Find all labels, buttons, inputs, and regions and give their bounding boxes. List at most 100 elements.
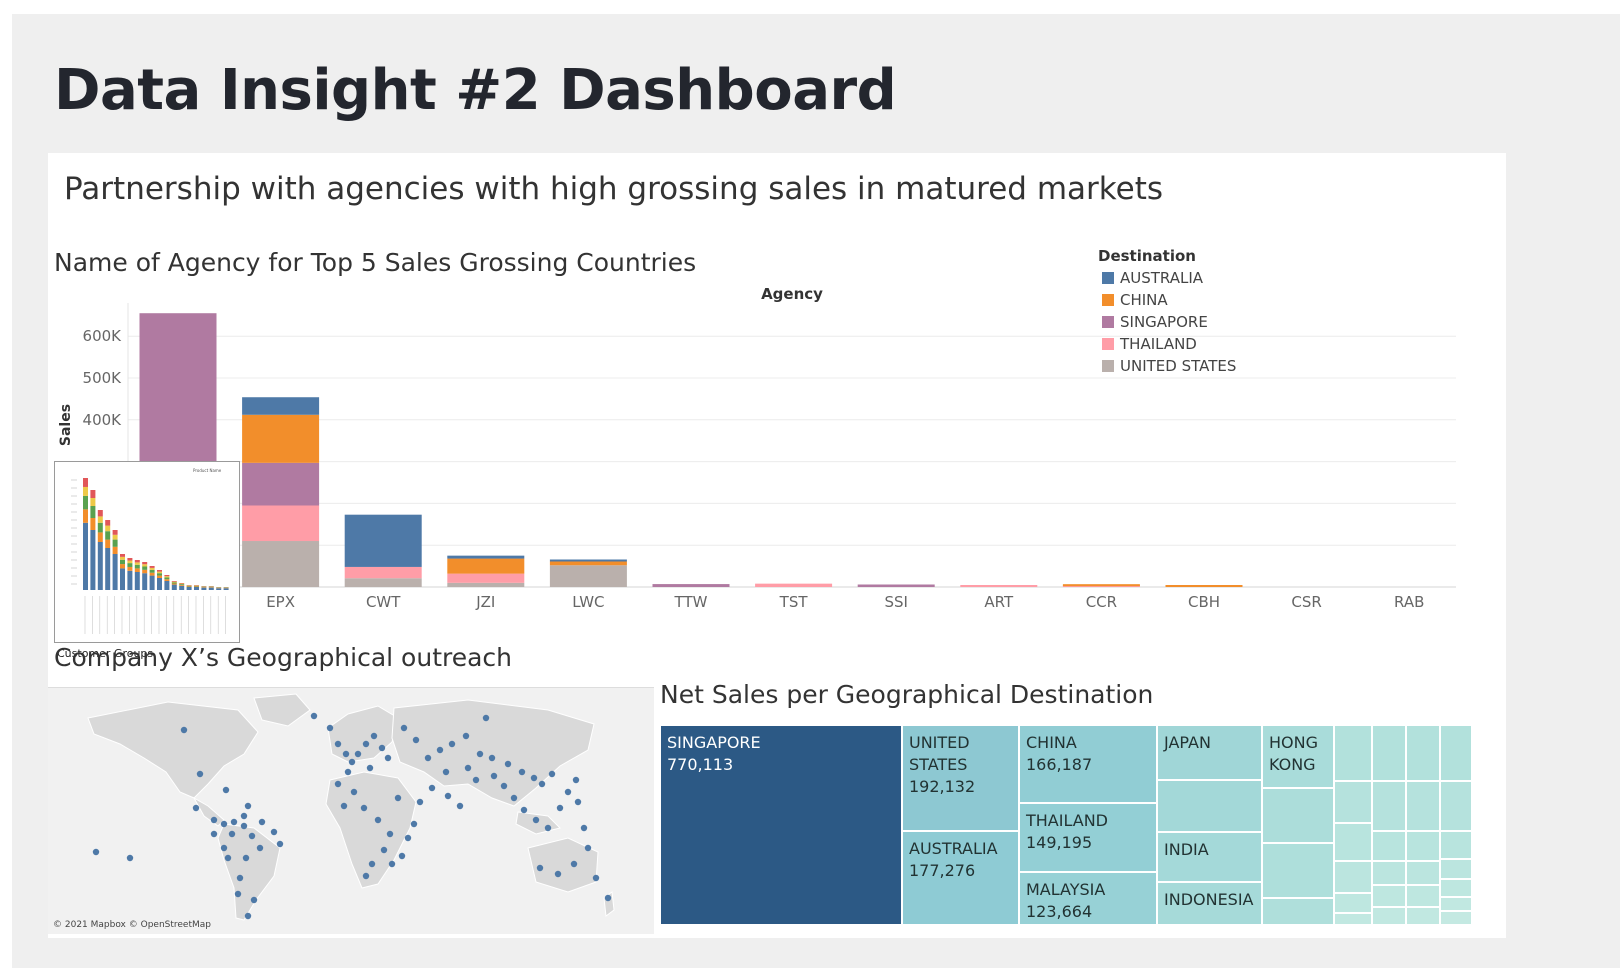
legend-item[interactable]: CHINA: [1098, 289, 1236, 311]
treemap-small-tile[interactable]: [1372, 831, 1406, 861]
thumbnail-bar: [179, 584, 185, 586]
map-location-dot: [244, 802, 252, 810]
land-shape: [391, 699, 595, 807]
treemap-small-tile[interactable]: [1406, 831, 1440, 861]
treemap-tile-singapore[interactable]: SINGAPORE 770,113: [660, 725, 902, 925]
treemap-small-tile[interactable]: [1440, 879, 1472, 897]
bar-segment: [242, 414, 320, 463]
treemap-small-tile[interactable]: [1406, 781, 1440, 831]
world-map[interactable]: © 2021 Mapbox © OpenStreetMap: [48, 687, 654, 934]
x-tick-label: TST: [779, 593, 809, 611]
treemap-small-tile[interactable]: [1406, 725, 1440, 781]
map-location-dot: [378, 744, 386, 752]
map-location-dot: [192, 804, 200, 812]
map-location-dot: [368, 860, 376, 868]
map-location-dot: [196, 770, 204, 778]
treemap-small-tile[interactable]: [1334, 725, 1372, 781]
map-location-dot: [242, 854, 250, 862]
thumbnail-bar: [112, 530, 118, 535]
map-location-dot: [210, 816, 218, 824]
legend-item[interactable]: AUSTRALIA: [1098, 267, 1236, 289]
treemap-small-tile[interactable]: [1334, 823, 1372, 861]
land-shape: [192, 796, 225, 827]
thumbnail-bar: [120, 554, 125, 557]
treemap-small-tile[interactable]: [1334, 781, 1372, 823]
land-shape: [527, 837, 599, 893]
thumbnail-bar: [97, 532, 103, 542]
map-location-dot: [500, 782, 508, 790]
treemap-small-tile[interactable]: [1440, 911, 1472, 925]
map-location-dot: [404, 834, 412, 842]
map-location-dot: [386, 830, 394, 838]
treemap-small-tile[interactable]: [1440, 831, 1472, 859]
thumbnail-bar: [194, 587, 199, 590]
treemap-small-tile[interactable]: [1334, 861, 1372, 893]
treemap-small-tile[interactable]: [1372, 907, 1406, 925]
thumbnail-bar: [142, 564, 148, 567]
treemap-tile-unlabeled-c[interactable]: [1262, 843, 1334, 898]
legend-item[interactable]: UNITED STATES: [1098, 355, 1236, 377]
treemap-tile-united-states[interactable]: UNITED STATES 192,132: [902, 725, 1019, 831]
thumbnail-bar: [105, 531, 111, 540]
treemap-tile-australia[interactable]: AUSTRALIA 177,276: [902, 831, 1019, 925]
bar-segment: [447, 558, 525, 574]
legend-label: UNITED STATES: [1120, 357, 1237, 375]
chart-legend: Destination AUSTRALIA CHINA SINGAPORE THAIL…: [1098, 247, 1236, 377]
map-location-dot: [180, 726, 188, 734]
tile-value: 177,276: [909, 861, 976, 880]
treemap-tile-china[interactable]: CHINA 166,187: [1019, 725, 1157, 803]
map-location-dot: [398, 852, 406, 860]
treemap-small-tile[interactable]: [1372, 861, 1406, 885]
treemap-tile-japan[interactable]: JAPAN: [1157, 725, 1262, 780]
treemap-small-tile[interactable]: [1372, 885, 1406, 907]
treemap-small-tile[interactable]: [1334, 913, 1372, 925]
treemap-small-tile[interactable]: [1372, 725, 1406, 781]
bar-segment: [344, 514, 422, 567]
legend-swatch: [1102, 272, 1114, 284]
legend-item[interactable]: SINGAPORE: [1098, 311, 1236, 333]
thumbnail-bar: [164, 579, 170, 581]
thumbnail-bar: [142, 562, 148, 565]
thumbnail-bar: [120, 568, 125, 590]
bar-segment: [242, 541, 320, 587]
map-location-dot: [584, 844, 592, 852]
x-tick-label: SSI: [884, 593, 907, 611]
treemap-tile-indonesia[interactable]: INDONESIA: [1157, 882, 1262, 925]
customer-groups-thumbnail[interactable]: Product Name: [54, 461, 240, 643]
thumbnail-bar: [179, 583, 185, 584]
treemap-tile-unlabeled-b[interactable]: [1262, 788, 1334, 843]
treemap-tile-hong-kong[interactable]: HONG KONG: [1262, 725, 1334, 788]
thumbnail-bar: [83, 509, 88, 523]
treemap-small-tile[interactable]: [1406, 861, 1440, 885]
treemap-small-tile[interactable]: [1334, 893, 1372, 913]
thumbnail-bar: [112, 539, 118, 547]
treemap-small-tile[interactable]: [1440, 725, 1472, 781]
tile-value: 770,113: [667, 755, 734, 774]
treemap-small-tile[interactable]: [1406, 885, 1440, 907]
treemap-tile-malaysia[interactable]: MALAYSIA 123,664: [1019, 872, 1157, 925]
map-location-dot: [530, 774, 538, 782]
treemap-tile-unlabeled-d[interactable]: [1262, 898, 1334, 925]
x-tick-label: RAB: [1394, 593, 1424, 611]
treemap-tile-india[interactable]: INDIA: [1157, 832, 1262, 882]
treemap-small-tile[interactable]: [1440, 897, 1472, 911]
land-shape: [327, 705, 399, 763]
x-tick-label: EPX: [266, 593, 295, 611]
land-shape: [515, 811, 561, 835]
thumbnail-bar: [112, 554, 118, 590]
treemap-small-tile[interactable]: [1440, 781, 1472, 831]
treemap-small-tile[interactable]: [1372, 781, 1406, 831]
thumbnail-bar: [83, 486, 88, 496]
x-tick-label: CSR: [1291, 593, 1321, 611]
map-location-dot: [224, 854, 232, 862]
treemap-small-tile[interactable]: [1440, 859, 1472, 879]
map-location-dot: [464, 764, 472, 772]
map-location-dot: [472, 776, 480, 784]
treemap-small-tile[interactable]: [1406, 907, 1440, 925]
treemap-tile-unlabeled-a[interactable]: [1157, 780, 1262, 832]
map-location-dot: [334, 780, 342, 788]
bar-segment: [857, 584, 935, 587]
treemap-tile-thailand[interactable]: THAILAND 149,195: [1019, 803, 1157, 872]
map-location-dot: [436, 746, 444, 754]
legend-item[interactable]: THAILAND: [1098, 333, 1236, 355]
